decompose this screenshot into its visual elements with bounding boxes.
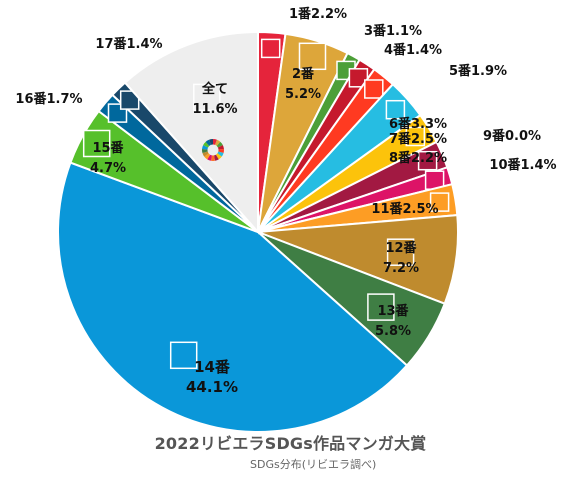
slice-label-6番: 6番3.3% — [389, 116, 447, 132]
sdg-goal-icon-2番 — [298, 42, 327, 71]
slice-label-3番: 3番1.1% — [364, 23, 422, 39]
slice-label-7番: 7番2.5% — [389, 131, 447, 147]
slice-label-1番: 1番2.2% — [289, 6, 347, 22]
slice-value-15番: 4.7% — [90, 161, 126, 176]
sdg-goal-icon-全て — [193, 83, 221, 112]
slice-label-16番: 16番1.7% — [15, 91, 82, 107]
slice-label-全て: 全て — [201, 81, 228, 97]
slice-label-5番: 5番1.9% — [449, 63, 507, 79]
sdg-goal-icon-7番 — [405, 126, 426, 147]
sdg-goal-icon-12番 — [386, 238, 415, 266]
slice-label-9番: 9番0.0% — [483, 128, 541, 144]
slice-value-12番: 7.2% — [383, 261, 419, 276]
sdg-goal-icon-5番 — [364, 79, 384, 99]
slice-label-13番: 13番 — [377, 303, 409, 319]
slice-label-8番: 8番2.2% — [389, 150, 447, 166]
pie-slice-全て — [123, 30, 259, 235]
slice-value-13番: 5.8% — [375, 324, 411, 339]
sdg-wheel-icon — [202, 139, 224, 161]
sdg-goal-icon-17番 — [119, 90, 140, 110]
pie-slice-14番 — [56, 161, 409, 433]
sdg-goal-icon-13番 — [367, 293, 395, 321]
sdg-goal-icon-1番 — [260, 38, 281, 59]
slice-label-15番: 15番 — [92, 140, 124, 156]
chart-title: 2022リビエラSDGs作品マンガ大賞 — [154, 434, 427, 453]
slice-label-11番: 11番2.5% — [371, 201, 438, 217]
sdg-goal-icon-15番 — [82, 129, 111, 158]
slice-value-全て: 11.6% — [192, 102, 237, 117]
slice-label-4番: 4番1.4% — [384, 42, 442, 58]
slice-value-2番: 5.2% — [285, 87, 321, 102]
sdg-goal-icon-11番 — [429, 192, 450, 212]
sdg-goal-icon-8番 — [417, 150, 438, 171]
slice-label-12番: 12番 — [385, 240, 417, 256]
slice-label-17番: 17番1.4% — [95, 36, 162, 52]
sdg-wheel-hole — [207, 144, 219, 156]
slice-label-14番: 14番 — [194, 358, 231, 376]
sdg-goal-icon-6番 — [385, 99, 406, 120]
chart-subtitle: SDGs分布(リビエラ調べ) — [250, 458, 377, 471]
sdg-goal-icon-14番 — [169, 341, 198, 370]
slice-value-14番: 44.1% — [186, 378, 238, 396]
slice-label-10番: 10番1.4% — [489, 157, 556, 173]
slice-label-2番: 2番 — [292, 66, 315, 82]
